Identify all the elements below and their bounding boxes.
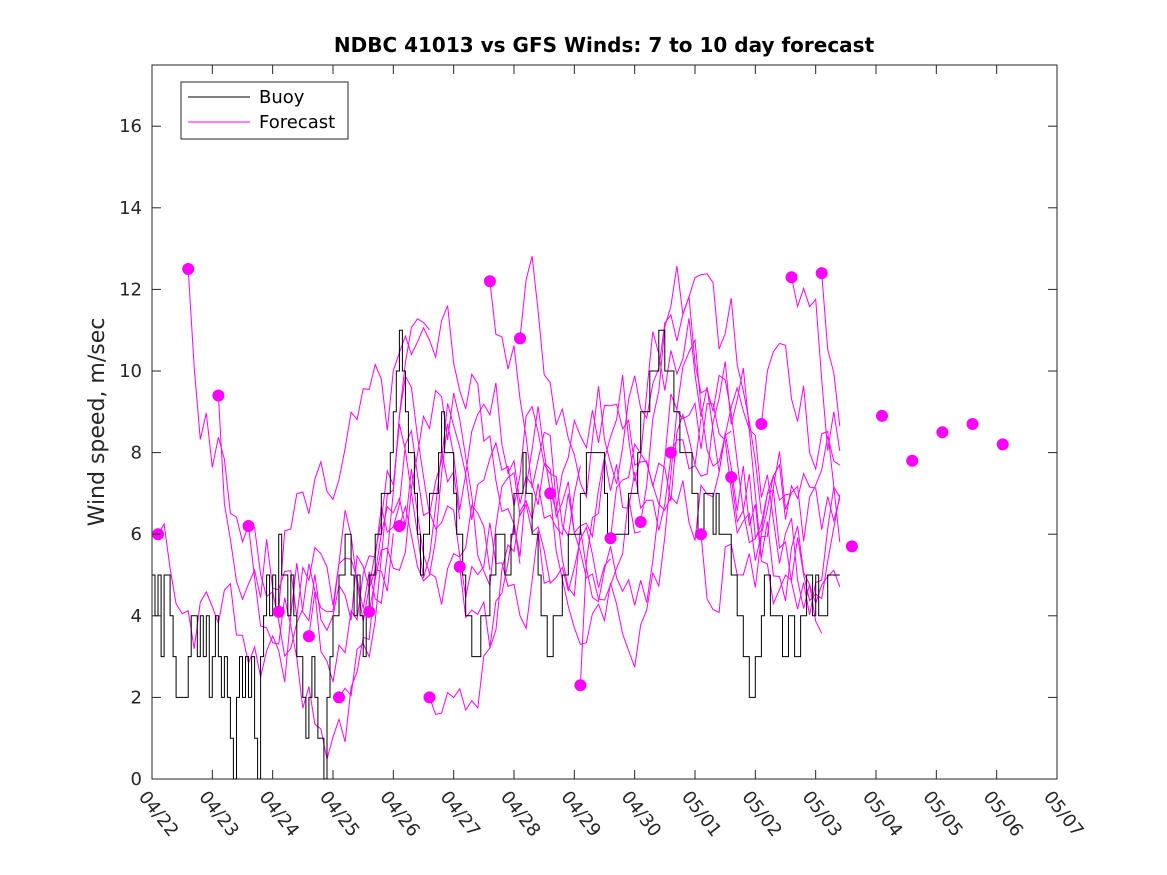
forecast-marker <box>514 332 526 345</box>
forecast-marker <box>182 263 195 275</box>
forecast-line <box>549 401 792 668</box>
forecast-line <box>610 432 841 606</box>
forecast-marker <box>423 691 436 704</box>
y-tick-label: 0 <box>131 769 142 790</box>
y-tick-label: 10 <box>119 361 142 382</box>
forecast-marker <box>212 389 225 402</box>
forecast-markers-group <box>152 263 1009 704</box>
forecast-marker <box>845 540 858 553</box>
legend-box <box>180 81 349 140</box>
forecast-line <box>429 457 672 715</box>
legend: Buoy Forecast <box>180 81 349 140</box>
forecast-line <box>338 374 581 698</box>
forecast-marker <box>302 630 315 643</box>
buoy-line <box>152 329 840 780</box>
forecast-marker <box>815 267 828 280</box>
forecast-marker <box>664 446 677 459</box>
forecast-marker <box>242 520 255 532</box>
y-tick-label: 6 <box>131 524 142 545</box>
forecast-marker <box>574 679 587 692</box>
forecast-series-group <box>157 256 841 760</box>
forecast-marker <box>453 560 466 573</box>
forecast-line <box>579 318 823 686</box>
forecast-marker <box>906 454 919 467</box>
forecast-line <box>791 277 841 451</box>
forecast-line <box>398 382 641 601</box>
y-tick-label: 2 <box>131 687 142 708</box>
forecast-line <box>821 273 841 427</box>
forecast-marker <box>604 532 617 545</box>
forecast-marker <box>634 516 647 528</box>
forecast-marker <box>876 409 888 422</box>
y-tick-label: 4 <box>131 606 142 627</box>
forecast-line <box>760 342 841 543</box>
y-tick-label: 14 <box>119 198 142 219</box>
forecast-line <box>670 361 841 606</box>
forecast-marker <box>393 520 406 532</box>
forecast-marker <box>755 418 768 430</box>
forecast-marker <box>785 271 798 284</box>
y-axis-label: Wind speed, m/sec <box>85 318 110 527</box>
forecast-marker <box>966 418 979 430</box>
y-axis-ticks: 0 2 4 6 8 10 12 14 16 <box>119 116 1057 790</box>
forecast-marker <box>363 605 376 618</box>
forecast-line <box>187 268 430 658</box>
y-tick-label: 16 <box>119 116 142 137</box>
forecast-marker <box>936 426 949 439</box>
forecast-line <box>459 403 702 648</box>
chart-title: NDBC 41013 vs GFS Winds: 7 to 10 day for… <box>334 33 875 57</box>
forecast-marker <box>725 471 738 484</box>
legend-forecast-label: Forecast <box>259 112 335 133</box>
forecast-marker <box>483 275 496 288</box>
forecast-line <box>217 395 461 622</box>
legend-buoy-label: Buoy <box>259 87 305 108</box>
forecast-marker <box>272 605 285 618</box>
forecast-marker <box>996 438 1009 451</box>
y-tick-label: 12 <box>119 279 142 300</box>
forecast-marker <box>695 528 707 541</box>
forecast-line <box>489 281 732 606</box>
y-tick-label: 8 <box>131 443 142 464</box>
forecast-marker <box>333 691 345 704</box>
forecast-line <box>640 265 841 544</box>
forecast-line <box>700 435 841 614</box>
plot-area <box>151 64 1058 780</box>
forecast-marker <box>544 487 557 500</box>
forecast-line <box>730 474 841 615</box>
forecast-line <box>248 468 491 760</box>
buoy-series-group <box>152 329 840 780</box>
forecast-line <box>519 256 762 514</box>
